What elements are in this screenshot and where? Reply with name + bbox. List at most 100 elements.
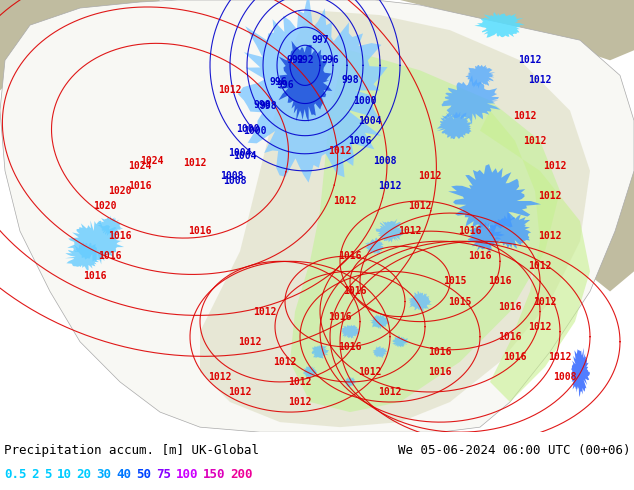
Polygon shape [67,220,124,265]
Text: 1000: 1000 [353,96,377,105]
Text: 992: 992 [296,55,314,65]
Polygon shape [436,112,472,139]
Polygon shape [0,0,634,432]
Text: 1016: 1016 [428,347,452,357]
Text: 997: 997 [311,35,329,45]
Text: 1012: 1012 [538,231,562,241]
Polygon shape [375,219,405,243]
Text: 1008: 1008 [220,171,243,181]
Polygon shape [0,0,160,91]
Text: 1012: 1012 [523,136,547,146]
Text: 1016: 1016 [83,271,107,281]
Text: 1004: 1004 [233,151,257,161]
Text: 1012: 1012 [378,387,402,397]
Text: 1016: 1016 [498,301,522,312]
Text: 1012: 1012 [378,181,402,191]
Text: 1012: 1012 [528,321,552,332]
Text: 1016: 1016 [488,276,512,287]
Text: 30: 30 [96,467,112,481]
Text: Precipitation accum. [m] UK-Global: Precipitation accum. [m] UK-Global [4,443,259,457]
Text: 1016: 1016 [469,251,492,261]
Polygon shape [370,313,390,329]
Text: 1012: 1012 [538,191,562,201]
Polygon shape [441,75,500,125]
Text: 1012: 1012 [398,226,422,236]
Polygon shape [474,12,525,38]
Text: 1012: 1012 [328,146,352,156]
Text: 1012: 1012 [253,307,277,317]
Text: 996: 996 [276,80,294,91]
Text: 1012: 1012 [238,337,262,347]
Text: 1012: 1012 [548,352,572,362]
Text: 1016: 1016 [343,287,366,296]
Text: 1004: 1004 [358,116,382,125]
Polygon shape [344,377,356,387]
Text: 1016: 1016 [339,251,362,261]
Text: 1016: 1016 [328,312,352,321]
Text: 998: 998 [253,99,271,110]
Polygon shape [571,348,590,397]
Text: 1016: 1016 [503,352,527,362]
Text: 1016: 1016 [128,181,152,191]
Polygon shape [290,50,560,412]
Text: 1012: 1012 [288,397,312,407]
Polygon shape [311,345,329,359]
Text: 1012: 1012 [543,161,567,171]
Polygon shape [408,291,432,311]
Text: 1016: 1016 [108,231,132,241]
Polygon shape [465,65,495,89]
Text: 1012: 1012 [528,75,552,85]
Polygon shape [373,346,387,358]
Polygon shape [303,366,318,378]
Text: 998: 998 [259,100,277,111]
Text: 998: 998 [341,75,359,85]
Text: 0.5: 0.5 [4,467,27,481]
Text: 1012: 1012 [208,372,232,382]
Text: 75: 75 [156,467,171,481]
Text: 20: 20 [77,467,91,481]
Text: 1006: 1006 [348,136,372,146]
Text: 1016: 1016 [498,332,522,342]
Text: 1012: 1012 [358,367,382,377]
Text: 1012: 1012 [408,201,432,211]
Text: 1012: 1012 [288,377,312,387]
Text: 1015: 1015 [448,296,472,307]
Text: 1012: 1012 [333,196,357,206]
Text: 1015: 1015 [443,276,467,287]
Text: 1012: 1012 [518,55,541,65]
Text: 200: 200 [230,467,252,481]
Text: 992: 992 [286,55,304,65]
Text: 1016: 1016 [339,342,362,352]
Text: 1012: 1012 [273,357,297,367]
Polygon shape [400,0,634,60]
Text: 1012: 1012 [418,171,442,181]
Text: 1016: 1016 [188,226,212,236]
Polygon shape [200,10,590,427]
Text: 2: 2 [31,467,39,481]
Text: 1008: 1008 [373,156,397,166]
Polygon shape [480,111,590,402]
Polygon shape [364,238,384,254]
Text: 1008: 1008 [553,372,577,382]
Text: 1004: 1004 [228,148,252,158]
Text: 10: 10 [56,467,72,481]
Text: 996: 996 [321,55,339,65]
Text: 1000: 1000 [236,123,260,134]
Text: We 05-06-2024 06:00 UTC (00+06): We 05-06-2024 06:00 UTC (00+06) [398,443,630,457]
Text: 100: 100 [176,467,198,481]
Text: 1012: 1012 [218,85,242,96]
Polygon shape [65,242,103,271]
Polygon shape [238,0,387,183]
Text: 1012: 1012 [183,158,207,168]
Text: 5: 5 [44,467,51,481]
Text: 1008: 1008 [223,176,247,186]
Text: 1012: 1012 [228,387,252,397]
Text: 150: 150 [203,467,226,481]
Polygon shape [278,41,332,122]
Text: 1012: 1012 [528,261,552,271]
Text: 1016: 1016 [428,367,452,377]
Text: 1020: 1020 [93,201,117,211]
Polygon shape [391,335,409,347]
Text: 50: 50 [136,467,151,481]
Polygon shape [565,151,634,292]
